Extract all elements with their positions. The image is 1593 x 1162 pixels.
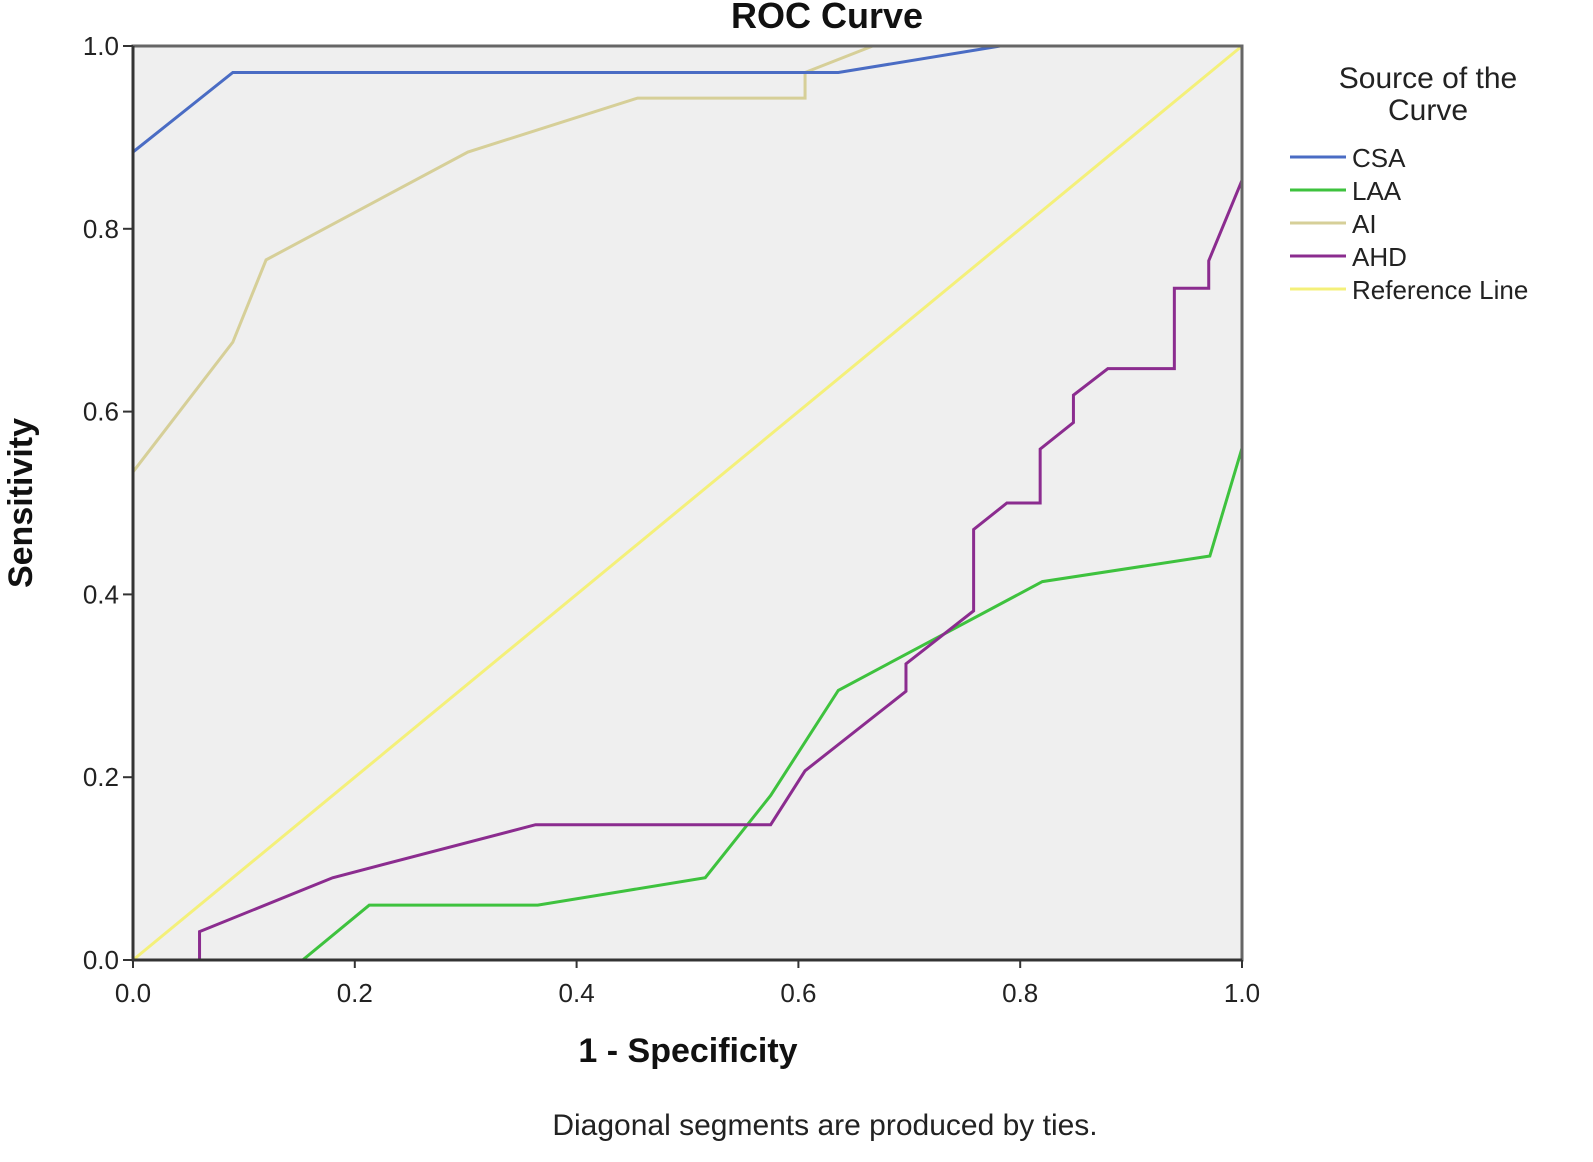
y-tick-label: 0.8 <box>83 214 119 244</box>
series-line-ahd <box>133 46 1244 962</box>
series-line-ai <box>131 44 1242 960</box>
x-tick-label: 1.0 <box>1224 978 1260 1008</box>
x-tick-label: 0.8 <box>1002 978 1038 1008</box>
legend-label: Reference Line <box>1352 275 1528 305</box>
y-tick-label: 0.4 <box>83 579 119 609</box>
y-tick-label: 0.6 <box>83 397 119 427</box>
x-tick-label: 0.6 <box>780 978 816 1008</box>
y-tick-label: 0.2 <box>83 762 119 792</box>
series-line-reference-line <box>132 44 1243 962</box>
legend: Source of the Curve CSALAAAIAHDReference… <box>1290 62 1528 305</box>
legend-label: LAA <box>1352 176 1402 206</box>
x-tick-label: 0.2 <box>337 978 373 1008</box>
legend-title-line1: Source of the <box>1339 62 1517 95</box>
series-line-laa <box>133 46 1244 962</box>
footnote: Diagonal segments are produced by ties. <box>552 1109 1097 1142</box>
legend-label: AHD <box>1352 242 1407 272</box>
legend-label: CSA <box>1352 143 1406 173</box>
x-tick-label: 0.4 <box>559 978 595 1008</box>
x-tick-label: 0.0 <box>115 978 151 1008</box>
y-axis-label: Sensitivity <box>2 418 40 588</box>
legend-title-line2: Curve <box>1388 94 1468 127</box>
y-tick-label: 1.0 <box>83 31 119 61</box>
legend-label: AI <box>1352 209 1377 239</box>
chart-title: ROC Curve <box>731 0 923 36</box>
y-tick-label: 0.0 <box>83 945 119 975</box>
x-axis-label: 1 - Specificity <box>578 1032 797 1070</box>
